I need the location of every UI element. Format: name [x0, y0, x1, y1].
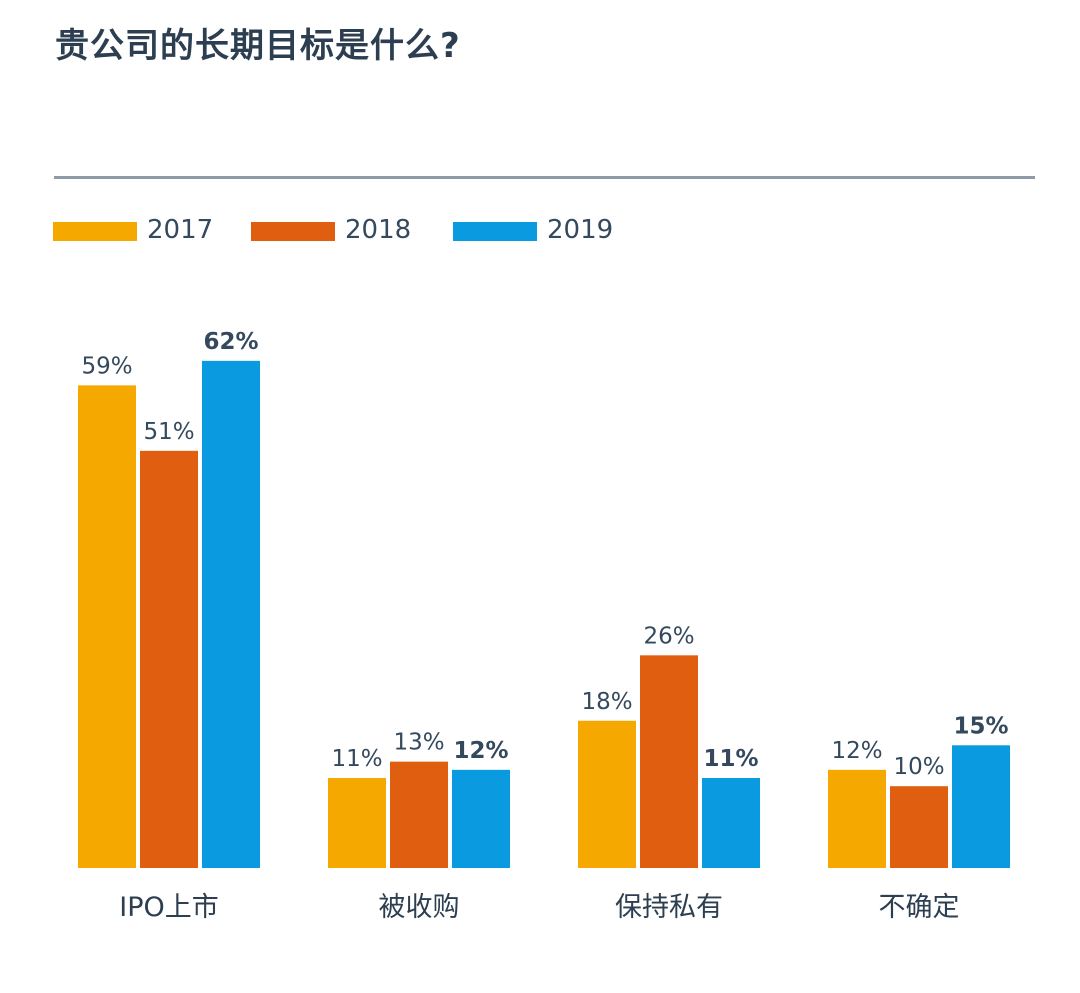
legend-label-2019: 2019	[547, 215, 614, 245]
value-label-2018-1: 13%	[393, 730, 444, 756]
bar-2019-3	[952, 745, 1010, 868]
category-label-3: 不确定	[879, 892, 960, 923]
legend-swatch-2017	[53, 222, 137, 241]
legend-label-2017: 2017	[147, 215, 214, 245]
value-label-2018-2: 26%	[643, 623, 694, 649]
category-label-1: 被收购	[379, 892, 460, 923]
title-divider	[54, 176, 1035, 179]
value-label-2017-1: 11%	[331, 746, 382, 772]
value-label-2017-2: 18%	[581, 689, 632, 715]
bar-2017-3	[828, 769, 886, 868]
value-label-2018-0: 51%	[143, 419, 194, 445]
legend-swatch-2019	[453, 222, 537, 241]
value-label-2017-0: 59%	[81, 353, 132, 379]
bar-2017-1	[328, 778, 386, 868]
bar-2018-2	[640, 655, 698, 868]
value-label-2019-0: 62%	[203, 329, 258, 355]
value-label-2017-3: 12%	[831, 738, 882, 764]
bar-2017-0	[78, 385, 136, 868]
bar-2019-2	[702, 778, 760, 868]
chart-title: 贵公司的长期目标是什么?	[55, 26, 461, 66]
legend-swatch-2018	[251, 222, 335, 241]
category-label-2: 保持私有	[615, 892, 723, 923]
legend-label-2018: 2018	[345, 215, 412, 245]
bar-2018-1	[390, 761, 448, 868]
category-label-0: IPO上市	[119, 892, 219, 923]
value-label-2019-1: 12%	[453, 738, 508, 764]
value-label-2018-3: 10%	[893, 754, 944, 780]
bar-2018-3	[890, 786, 948, 868]
value-label-2019-2: 11%	[703, 746, 758, 772]
value-label-2019-3: 15%	[953, 713, 1008, 739]
bar-2018-0	[140, 450, 198, 868]
bar-2017-2	[578, 720, 636, 868]
bar-2019-1	[452, 769, 510, 868]
bar-2019-0	[202, 360, 260, 868]
